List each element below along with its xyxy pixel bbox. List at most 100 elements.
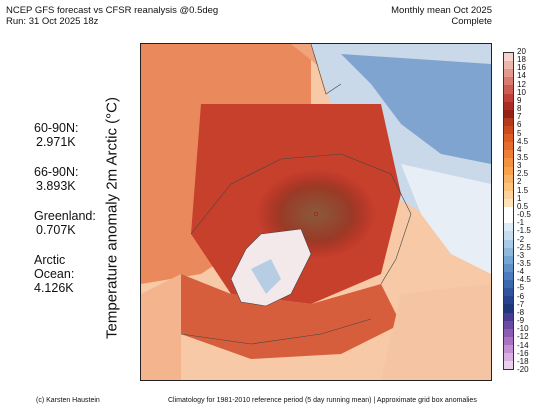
colorbar-segment <box>504 215 513 224</box>
colorbar-segment <box>504 344 513 354</box>
period-label: Monthly mean Oct 2025 <box>391 5 492 16</box>
canada-cold-core <box>341 54 491 164</box>
credit-text: (c) Karsten Haustein <box>36 397 100 404</box>
run-time: Run: 31 Oct 2025 18z <box>6 16 99 27</box>
footer-note: Climatology for 1981-2010 reference peri… <box>168 397 477 404</box>
colorbar-tick-label: 20 <box>517 47 526 56</box>
colorbar-ticks: 20 18 16 14 12 10 9 8 7 6 5 4.5 4 3.5 3 2.5 2 1.5 1 0.5 -0.5… <box>517 48 553 374</box>
region-name: 66-90N: <box>34 165 79 179</box>
anomaly-map <box>140 43 492 381</box>
colorbar-segment <box>504 61 513 70</box>
colorbar-segment <box>504 85 513 94</box>
colorbar-tick-label: 9 <box>517 95 522 105</box>
colorbar-segment <box>504 304 513 313</box>
colorbar-tick-label: -0.5 <box>517 210 531 220</box>
status-label: Complete <box>451 16 492 27</box>
colorbar-segment <box>504 117 513 126</box>
colorbar-segment <box>504 239 513 248</box>
colorbar-segment <box>504 353 513 362</box>
colorbar-segment <box>504 336 513 345</box>
header-right: Monthly mean Oct 2025 Complete <box>391 5 492 27</box>
header-left: NCEP GFS forecast vs CFSR reanalysis @0.… <box>6 5 218 27</box>
region-value: 3.893K <box>36 179 76 193</box>
colorbar-segment <box>504 182 513 191</box>
colorbar-tick-label: -9 <box>517 316 525 326</box>
colorbar-tick-label: -10 <box>517 324 529 334</box>
colorbar-tick-label: -6 <box>517 291 525 301</box>
coastlines <box>180 44 412 345</box>
colorbar-segment <box>504 223 513 232</box>
colorbar-tick-label: -5 <box>517 283 525 293</box>
colorbar-tick-label: 4 <box>517 144 522 154</box>
colorbar-tick-label: 0.5 <box>517 201 529 211</box>
colorbar-segment <box>504 271 513 281</box>
colorbar-tick-label: 7 <box>517 112 522 122</box>
colorbar-segment <box>504 288 513 297</box>
colorbar-tick-label: -16 <box>517 348 529 358</box>
colorbar-segment <box>504 312 513 321</box>
colorbar-tick-label: 1 <box>517 193 522 203</box>
colorbar-segment <box>504 247 513 256</box>
colorbar-tick-label: -14 <box>517 340 529 350</box>
region-stat-greenland: Greenland: 0.707K <box>34 209 96 237</box>
colorbar-tick-label: 10 <box>517 87 526 97</box>
colorbar-segment <box>504 296 513 305</box>
region-name: 60-90N: <box>34 121 79 135</box>
map-title: NCEP GFS forecast vs CFSR reanalysis @0.… <box>6 5 219 16</box>
colorbar-segment <box>504 150 513 159</box>
colorbar-segment <box>504 231 513 240</box>
colorbar-tick-label: 2.5 <box>517 169 529 179</box>
colorbar-tick-label: 14 <box>517 71 526 81</box>
colorbar-tick-label: 2 <box>517 177 522 187</box>
region-value: 4.126K <box>34 281 74 295</box>
colorbar-segment <box>504 255 513 264</box>
colorbar-segment <box>504 101 513 110</box>
colorbar-tick-label: 18 <box>517 55 526 65</box>
colorbar-tick-label: 12 <box>517 79 526 89</box>
colorbar-segment <box>504 166 513 175</box>
colorbar-tick-label: -4 <box>517 267 525 277</box>
colorbar-tick-label: 3.5 <box>517 153 529 162</box>
region-name: Greenland: <box>34 209 96 223</box>
colorbar-segment <box>504 158 513 167</box>
colorbar-tick-label: -2.5 <box>517 242 531 252</box>
region-stat-arctic-ocean: Arctic Ocean: 4.126K <box>34 253 100 295</box>
colorbar-segment <box>504 174 513 183</box>
colorbar-segment <box>504 190 513 199</box>
colorbar-segment <box>504 134 513 143</box>
colorbar-segment <box>504 93 513 102</box>
colorbar-tick-label: 5 <box>517 128 522 138</box>
colorbar-tick-label: -1 <box>517 218 525 228</box>
colorbar-segment <box>504 361 513 370</box>
colorbar-tick-label: -3.5 <box>517 259 531 268</box>
colorbar-segment <box>504 198 513 208</box>
colorbar-tick-label: 8 <box>517 104 522 114</box>
southeast-region <box>381 284 491 380</box>
colorbar-tick-label: -18 <box>517 356 529 366</box>
map-graphic <box>141 44 491 380</box>
greenland-cold-patch <box>251 259 281 294</box>
colorbar-segment <box>504 53 513 62</box>
region-name: Arctic Ocean: <box>34 253 75 281</box>
colorbar-segment <box>504 263 513 272</box>
colorbar-segment <box>504 328 513 337</box>
atlantic-region <box>141 274 181 380</box>
colorbar-segment <box>504 280 513 289</box>
colorbar-segment <box>504 109 513 118</box>
colorbar <box>503 52 514 370</box>
colorbar-tick-label: 3 <box>517 161 522 171</box>
colorbar-segment <box>504 207 513 216</box>
colorbar-tick-label: -20 <box>517 365 529 374</box>
colorbar-tick-label: -4.5 <box>517 275 531 285</box>
region-stat-60-90n: 60-90N: 2.971K <box>34 121 78 149</box>
colorbar-tick-label: -3 <box>517 250 525 260</box>
colorbar-tick-label: -8 <box>517 307 525 317</box>
colorbar-tick-label: -1.5 <box>517 226 531 236</box>
colorbar-tick-label: 1.5 <box>517 185 529 195</box>
colorbar-tick-label: 16 <box>517 63 526 73</box>
region-value: 2.971K <box>36 135 76 149</box>
colorbar-tick-label: -7 <box>517 299 525 309</box>
colorbar-segment <box>504 142 513 151</box>
colorbar-segment <box>504 77 513 86</box>
colorbar-tick-label: 4.5 <box>517 136 529 146</box>
